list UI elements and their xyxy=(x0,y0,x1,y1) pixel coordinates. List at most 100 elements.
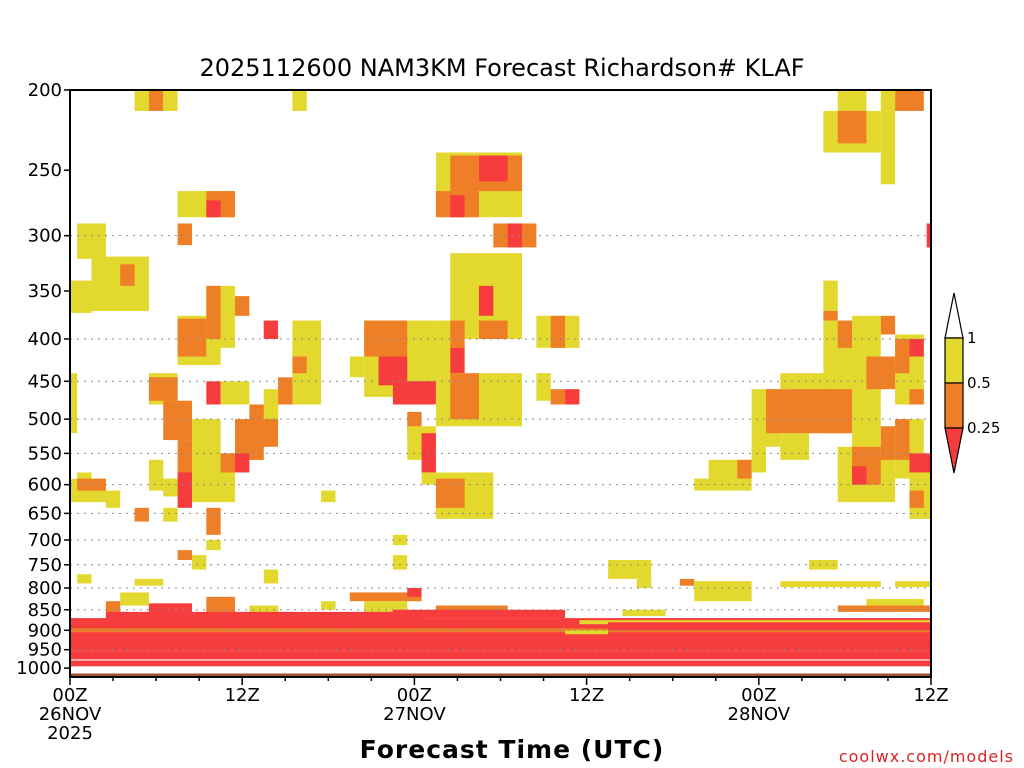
ri-cell xyxy=(392,381,436,405)
ri-cell xyxy=(895,90,924,111)
y-tick-label: 650 xyxy=(28,503,62,524)
x-tick-date-label: 26NOV xyxy=(39,704,102,725)
ri-cell xyxy=(608,622,931,631)
ri-cell xyxy=(206,285,221,339)
colorbar-bin xyxy=(944,382,964,429)
ri-cell xyxy=(478,285,494,316)
ri-cell xyxy=(435,605,508,614)
ri-cell xyxy=(507,223,523,248)
ri-cell xyxy=(421,472,436,485)
ri-cell xyxy=(450,195,465,218)
ri-cell xyxy=(679,578,695,586)
y-tick-label: 600 xyxy=(28,475,62,496)
ri-cell xyxy=(120,264,135,286)
y-tick-label: 450 xyxy=(28,371,62,392)
ri-cell xyxy=(737,459,752,479)
y-tick-label: 900 xyxy=(28,620,62,641)
ri-cell xyxy=(191,484,236,503)
ri-cell xyxy=(278,377,293,405)
richardson-field xyxy=(70,90,931,667)
ri-cell xyxy=(163,90,178,111)
ri-cell xyxy=(536,373,551,401)
ri-cell xyxy=(177,550,192,560)
ri-cell xyxy=(880,315,896,335)
chart-title: 2025112600 NAM3KM Forecast Richardson# K… xyxy=(199,54,804,82)
y-tick-label: 550 xyxy=(28,443,62,464)
ri-cell xyxy=(235,296,250,316)
y-tick-label: 950 xyxy=(28,640,62,661)
ri-cell xyxy=(70,651,931,667)
ri-cell xyxy=(909,338,924,357)
ri-cell xyxy=(392,555,408,570)
ri-cell xyxy=(450,347,465,374)
colorbar-bin xyxy=(944,427,964,474)
ri-cell xyxy=(163,400,192,441)
ri-cell xyxy=(70,628,931,633)
x-axis-label: Forecast Time (UTC) xyxy=(360,735,665,764)
ri-cell xyxy=(177,318,207,357)
ri-cell xyxy=(206,381,221,405)
x-tick-date-label: 28NOV xyxy=(728,704,791,725)
ri-cell xyxy=(134,578,164,586)
colorbar-bin xyxy=(944,337,964,384)
ri-cell xyxy=(321,601,336,610)
ri-cell xyxy=(823,310,838,321)
y-tick-label: 500 xyxy=(28,409,62,430)
x-tick-label: 00Z xyxy=(741,685,776,706)
x-tick-label: 12Z xyxy=(225,685,260,706)
y-tick-label: 700 xyxy=(28,530,62,551)
ri-cell xyxy=(751,446,766,473)
ri-cell xyxy=(550,389,566,405)
ri-cell xyxy=(177,472,192,491)
colorbar-level-label: 0.5 xyxy=(967,374,991,392)
ri-cell xyxy=(206,507,221,535)
ri-cell xyxy=(134,507,149,522)
colorbar-level-label: 0.25 xyxy=(967,419,1000,437)
ri-cell xyxy=(622,609,666,617)
y-tick-label: 250 xyxy=(28,160,62,181)
ri-cell xyxy=(349,356,365,378)
ri-cell xyxy=(263,389,279,420)
ri-cell xyxy=(206,540,221,551)
ri-cell xyxy=(148,90,164,111)
ri-cell xyxy=(392,609,566,619)
ri-cell xyxy=(565,389,580,405)
ri-cell xyxy=(163,478,178,497)
ri-cell xyxy=(321,490,336,503)
ri-cell xyxy=(378,356,408,386)
ri-cell xyxy=(809,559,838,570)
y-tick-label: 400 xyxy=(28,329,62,350)
ri-cell xyxy=(780,433,810,460)
ri-cell xyxy=(292,356,307,374)
ri-cell xyxy=(148,377,178,401)
x-tick-label: 12Z xyxy=(913,685,948,706)
ri-cell xyxy=(148,603,192,614)
ri-cell xyxy=(292,90,307,111)
ri-cell xyxy=(794,389,838,420)
credit-text: coolwx.com/models xyxy=(839,747,1014,766)
ri-cell xyxy=(852,466,867,485)
ri-cell xyxy=(694,581,752,602)
ri-cell xyxy=(895,581,931,588)
ri-cell xyxy=(579,620,931,625)
ri-cell xyxy=(70,659,931,661)
ri-cell xyxy=(105,490,121,508)
ri-cell xyxy=(105,601,121,614)
ri-cell xyxy=(249,605,279,614)
ri-cell xyxy=(220,453,236,473)
ground-below-surface xyxy=(70,673,931,677)
x-tick-label: 00Z xyxy=(52,685,87,706)
ri-cell xyxy=(565,630,609,635)
colorbar-level-label: 1 xyxy=(967,329,977,347)
ri-cell xyxy=(823,280,838,311)
ri-cell xyxy=(837,605,931,612)
ri-cell xyxy=(235,453,250,473)
ri-cell xyxy=(780,373,838,390)
ri-cell xyxy=(70,373,78,434)
ri-cell xyxy=(636,578,652,588)
ri-cell xyxy=(478,320,508,339)
ri-cell xyxy=(837,90,867,111)
x-tick-date-label: 27NOV xyxy=(383,704,446,725)
